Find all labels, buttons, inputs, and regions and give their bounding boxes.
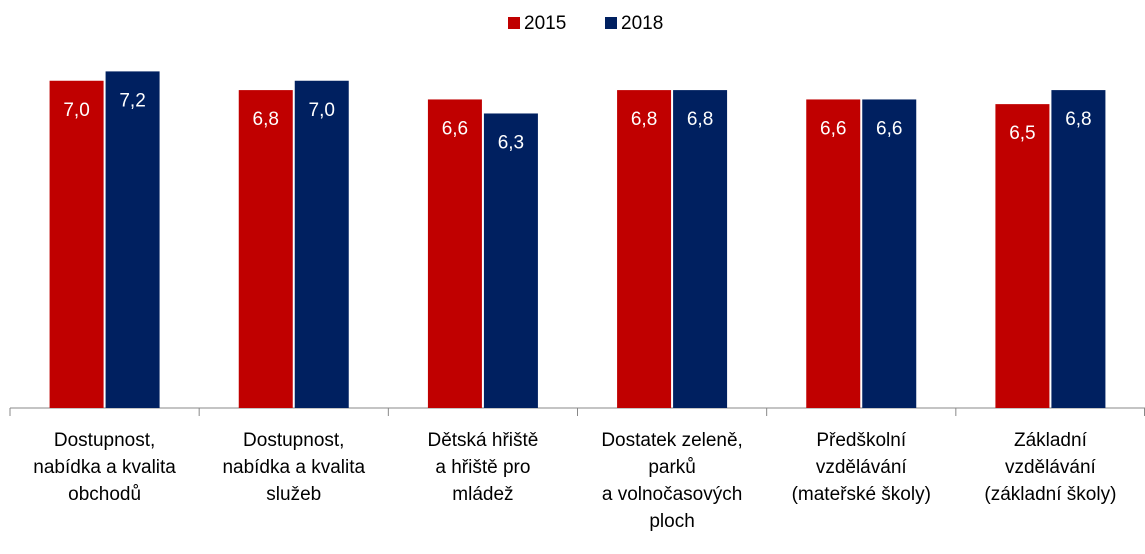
bar <box>294 80 349 408</box>
data-label: 6,8 <box>631 109 657 130</box>
x-tick-label: Dětská hřiště a hřiště pro mládež <box>427 430 539 505</box>
bar <box>49 80 104 408</box>
x-tick-label: Předškolní vzdělávání (mateřské školy) <box>791 430 931 505</box>
x-tick-label: Dostupnost, nabídka a kvalita obchodů <box>33 430 176 505</box>
x-tick-label: Dostatek zeleně, parků a volnočasových p… <box>601 430 743 532</box>
legend-swatch <box>605 17 617 29</box>
bar <box>673 90 728 408</box>
data-label: 6,5 <box>1009 123 1035 144</box>
data-label: 6,3 <box>498 132 524 153</box>
bar <box>483 113 538 408</box>
bar <box>617 90 672 408</box>
legend-swatch <box>508 17 520 29</box>
bar <box>105 71 160 409</box>
data-label: 6,6 <box>442 118 468 139</box>
bar <box>806 99 861 408</box>
legend-label: 2018 <box>621 13 663 34</box>
data-label: 6,8 <box>253 109 279 130</box>
bar <box>995 104 1050 408</box>
data-label: 7,0 <box>63 100 89 121</box>
bar <box>238 90 293 408</box>
x-tick-label: Dostupnost, nabídka a kvalita služeb <box>222 430 366 505</box>
data-label: 6,6 <box>876 118 902 139</box>
x-tick-label: Základní vzdělávání (základní školy) <box>984 430 1117 505</box>
data-label: 6,8 <box>1065 109 1091 130</box>
data-label: 6,6 <box>820 118 846 139</box>
data-label: 7,2 <box>119 90 145 111</box>
data-label: 7,0 <box>309 100 335 121</box>
bar <box>427 99 482 408</box>
data-label: 6,8 <box>687 109 713 130</box>
legend-label: 2015 <box>524 13 566 34</box>
bar <box>862 99 917 408</box>
bar <box>1051 90 1106 408</box>
